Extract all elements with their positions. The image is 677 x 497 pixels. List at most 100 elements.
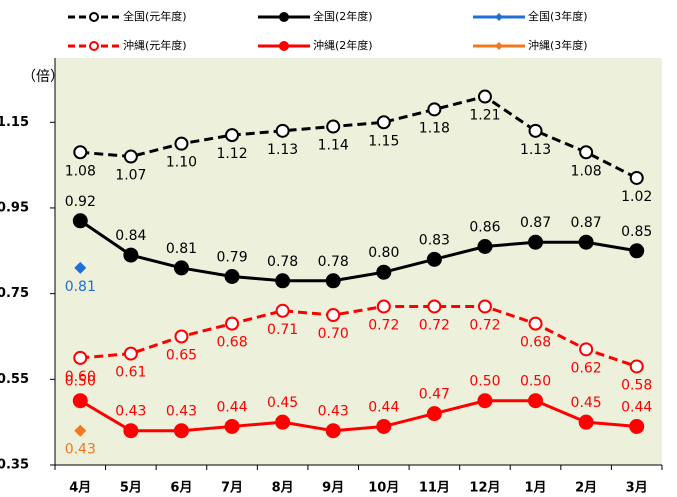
data-point xyxy=(74,424,87,437)
data-point xyxy=(578,234,594,250)
data-label: 0.62 xyxy=(571,360,602,376)
data-point xyxy=(426,251,442,267)
y-axis-unit: （倍） xyxy=(22,69,64,85)
data-point xyxy=(275,123,290,138)
data-label: 1.08 xyxy=(571,163,602,179)
legend-marker xyxy=(495,42,503,50)
data-point xyxy=(477,239,493,255)
data-point xyxy=(528,393,544,409)
data-point xyxy=(629,418,645,434)
series-line xyxy=(79,219,637,283)
data-point xyxy=(174,329,189,344)
data-point xyxy=(528,316,543,331)
x-tick-label: 6月 xyxy=(170,481,192,496)
data-point xyxy=(123,346,138,361)
data-label: 1.21 xyxy=(469,108,500,124)
data-label: 0.86 xyxy=(469,220,500,236)
legend-marker xyxy=(279,41,289,51)
data-label: 0.83 xyxy=(419,232,450,248)
data-point xyxy=(224,268,240,284)
data-point xyxy=(225,128,240,143)
data-point xyxy=(123,423,139,439)
data-point xyxy=(376,418,392,434)
data-label: 1.07 xyxy=(115,168,146,184)
data-label: 0.87 xyxy=(520,215,551,231)
legend-marker xyxy=(495,13,503,21)
data-label: 0.72 xyxy=(469,317,500,333)
data-label: 0.72 xyxy=(419,317,450,333)
legend-marker xyxy=(89,41,99,51)
legend-marker xyxy=(279,12,289,22)
data-point xyxy=(376,299,391,314)
data-label: 0.84 xyxy=(115,228,146,244)
x-tick-label: 4月 xyxy=(69,481,91,496)
data-label: 0.72 xyxy=(368,317,399,333)
data-label: 0.43 xyxy=(115,404,146,420)
data-label: 0.44 xyxy=(368,399,399,415)
data-label: 1.14 xyxy=(318,138,349,154)
legend-label: 沖縄(2年度) xyxy=(313,38,373,52)
legend-marker xyxy=(89,12,99,22)
data-point xyxy=(629,243,645,259)
data-label: 1.18 xyxy=(419,120,450,136)
data-point xyxy=(477,299,492,314)
data-label: 0.80 xyxy=(368,245,399,261)
data-point xyxy=(72,213,88,229)
data-label: 0.44 xyxy=(621,399,652,415)
legend-label: 全国(元年度) xyxy=(123,9,187,23)
data-point xyxy=(325,423,341,439)
data-point xyxy=(74,261,87,274)
data-label: 0.58 xyxy=(621,377,652,393)
data-point xyxy=(224,418,240,434)
x-tick-label: 12月 xyxy=(469,481,500,496)
data-label: 0.81 xyxy=(166,241,197,257)
data-label: 0.79 xyxy=(216,249,247,265)
data-label: 0.85 xyxy=(621,224,652,240)
data-label: 0.68 xyxy=(216,335,247,351)
legend-label: 全国(3年度) xyxy=(528,9,588,23)
data-point xyxy=(325,273,341,289)
y-tick-label: 0.95 xyxy=(0,200,29,215)
data-point xyxy=(426,406,442,422)
y-tick-label: 0.55 xyxy=(0,372,29,387)
x-tick-label: 11月 xyxy=(419,481,450,496)
data-point xyxy=(629,170,644,185)
data-label: 0.45 xyxy=(571,395,602,411)
data-point xyxy=(579,342,594,357)
series-line xyxy=(80,304,638,368)
data-point xyxy=(629,359,644,374)
legend-label: 沖縄(元年度) xyxy=(123,38,187,52)
data-label: 0.43 xyxy=(318,404,349,420)
data-point xyxy=(174,136,189,151)
data-label: 0.44 xyxy=(216,399,247,415)
data-label: 0.70 xyxy=(318,326,349,342)
data-point xyxy=(427,102,442,117)
data-point xyxy=(173,423,189,439)
data-point xyxy=(477,89,492,104)
x-tick-label: 3月 xyxy=(626,481,648,496)
x-tick-label: 2月 xyxy=(575,481,597,496)
data-point xyxy=(528,123,543,138)
data-point xyxy=(72,393,88,409)
data-point xyxy=(275,303,290,318)
data-label: 1.13 xyxy=(520,142,551,158)
data-point xyxy=(376,115,391,130)
x-tick-label: 8月 xyxy=(272,481,294,496)
x-tick-label: 10月 xyxy=(368,481,399,496)
data-label: 0.78 xyxy=(267,254,298,270)
data-point xyxy=(173,260,189,276)
x-tick-label: 9月 xyxy=(322,481,344,496)
x-tick-label: 5月 xyxy=(120,481,142,496)
data-label: 1.08 xyxy=(65,163,96,179)
data-label: 1.02 xyxy=(621,189,652,205)
data-point xyxy=(73,350,88,365)
data-label: 0.47 xyxy=(419,387,450,403)
data-point xyxy=(579,145,594,160)
data-point xyxy=(528,234,544,250)
data-label: 0.50 xyxy=(65,374,96,390)
series-line xyxy=(80,94,638,180)
data-point xyxy=(123,247,139,263)
data-point xyxy=(275,273,291,289)
data-label: 0.50 xyxy=(520,374,551,390)
legend-label: 沖縄(3年度) xyxy=(528,38,588,52)
